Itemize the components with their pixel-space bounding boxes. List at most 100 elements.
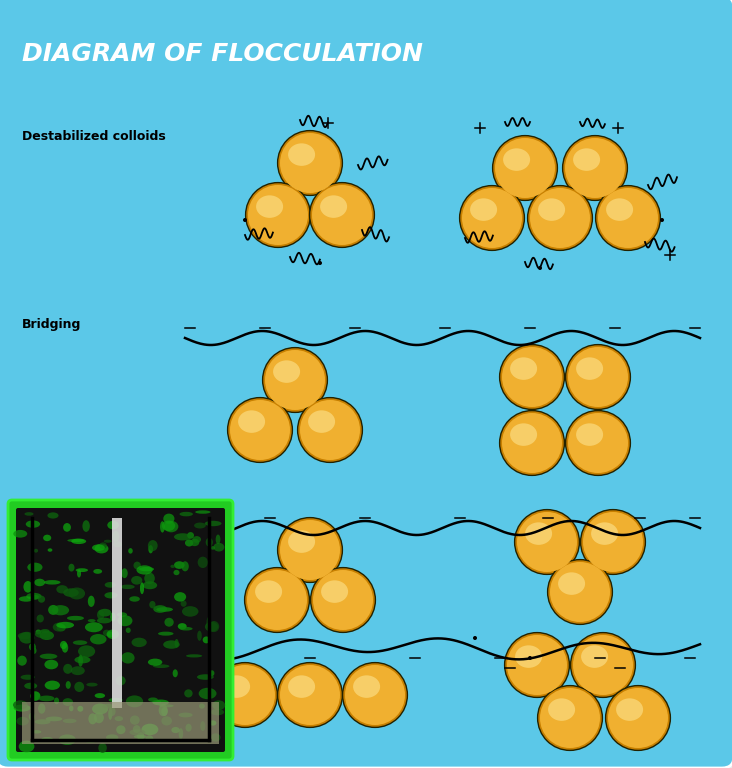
Circle shape bbox=[277, 663, 343, 727]
Ellipse shape bbox=[203, 637, 210, 644]
Ellipse shape bbox=[45, 660, 58, 670]
Ellipse shape bbox=[288, 144, 315, 166]
Ellipse shape bbox=[503, 148, 530, 170]
Ellipse shape bbox=[102, 703, 114, 709]
Ellipse shape bbox=[100, 542, 107, 549]
Circle shape bbox=[243, 218, 247, 222]
Ellipse shape bbox=[93, 569, 102, 574]
Ellipse shape bbox=[78, 706, 83, 712]
Ellipse shape bbox=[136, 565, 153, 574]
Ellipse shape bbox=[576, 357, 603, 380]
Ellipse shape bbox=[45, 717, 62, 721]
Ellipse shape bbox=[63, 523, 71, 531]
Ellipse shape bbox=[206, 538, 213, 547]
Circle shape bbox=[507, 635, 567, 695]
Ellipse shape bbox=[137, 732, 144, 740]
Ellipse shape bbox=[52, 605, 69, 615]
Ellipse shape bbox=[140, 582, 144, 594]
Ellipse shape bbox=[94, 693, 105, 698]
Ellipse shape bbox=[581, 645, 608, 668]
Circle shape bbox=[345, 665, 405, 725]
Text: Bridging: Bridging bbox=[22, 318, 81, 331]
Ellipse shape bbox=[152, 700, 169, 706]
Ellipse shape bbox=[42, 737, 53, 740]
Ellipse shape bbox=[182, 606, 198, 617]
Ellipse shape bbox=[63, 588, 79, 597]
Ellipse shape bbox=[171, 727, 180, 733]
Ellipse shape bbox=[353, 675, 380, 698]
Ellipse shape bbox=[185, 539, 193, 547]
Ellipse shape bbox=[308, 410, 335, 433]
Ellipse shape bbox=[178, 623, 187, 630]
Ellipse shape bbox=[209, 621, 220, 632]
Ellipse shape bbox=[40, 629, 50, 633]
Circle shape bbox=[550, 562, 610, 622]
Ellipse shape bbox=[148, 697, 158, 702]
Ellipse shape bbox=[164, 521, 179, 532]
Circle shape bbox=[263, 348, 327, 412]
Ellipse shape bbox=[43, 535, 51, 541]
Ellipse shape bbox=[71, 538, 86, 544]
Ellipse shape bbox=[74, 682, 84, 692]
Ellipse shape bbox=[256, 195, 283, 218]
Ellipse shape bbox=[152, 700, 161, 703]
Ellipse shape bbox=[18, 632, 31, 639]
Circle shape bbox=[573, 635, 633, 695]
Ellipse shape bbox=[510, 423, 537, 446]
Ellipse shape bbox=[71, 666, 85, 675]
Bar bbox=[112, 518, 122, 708]
Ellipse shape bbox=[238, 410, 265, 433]
Ellipse shape bbox=[117, 612, 127, 617]
Circle shape bbox=[280, 520, 340, 580]
Ellipse shape bbox=[40, 654, 57, 659]
Circle shape bbox=[605, 686, 671, 750]
Ellipse shape bbox=[75, 657, 91, 664]
Ellipse shape bbox=[148, 540, 157, 551]
Ellipse shape bbox=[14, 704, 31, 712]
Ellipse shape bbox=[29, 713, 35, 720]
Ellipse shape bbox=[223, 675, 250, 698]
Ellipse shape bbox=[128, 548, 132, 554]
Ellipse shape bbox=[92, 545, 105, 551]
Ellipse shape bbox=[56, 624, 66, 631]
Ellipse shape bbox=[158, 631, 173, 636]
Circle shape bbox=[248, 185, 308, 245]
Circle shape bbox=[538, 266, 542, 270]
Ellipse shape bbox=[60, 641, 67, 649]
Ellipse shape bbox=[32, 730, 41, 733]
Ellipse shape bbox=[61, 643, 68, 653]
Ellipse shape bbox=[18, 656, 27, 666]
Ellipse shape bbox=[175, 639, 179, 647]
Bar bbox=[22, 702, 219, 744]
Ellipse shape bbox=[205, 622, 218, 631]
Ellipse shape bbox=[201, 721, 205, 731]
Circle shape bbox=[473, 636, 477, 640]
Ellipse shape bbox=[29, 643, 36, 650]
Circle shape bbox=[280, 665, 340, 725]
Ellipse shape bbox=[209, 720, 217, 726]
Ellipse shape bbox=[108, 698, 123, 702]
Circle shape bbox=[318, 261, 322, 265]
Circle shape bbox=[580, 510, 646, 574]
Ellipse shape bbox=[148, 659, 163, 666]
Circle shape bbox=[502, 347, 562, 407]
Ellipse shape bbox=[77, 569, 81, 578]
Ellipse shape bbox=[83, 520, 90, 532]
Ellipse shape bbox=[53, 623, 64, 631]
Ellipse shape bbox=[255, 581, 282, 603]
Ellipse shape bbox=[67, 539, 84, 542]
Ellipse shape bbox=[149, 601, 156, 608]
Circle shape bbox=[598, 188, 658, 248]
Circle shape bbox=[230, 400, 290, 460]
Ellipse shape bbox=[69, 564, 75, 571]
Ellipse shape bbox=[120, 584, 135, 589]
Circle shape bbox=[500, 411, 564, 475]
Text: Floc formation: Floc formation bbox=[22, 508, 124, 521]
Ellipse shape bbox=[19, 632, 34, 644]
Ellipse shape bbox=[19, 596, 34, 601]
Ellipse shape bbox=[83, 739, 97, 743]
Ellipse shape bbox=[510, 357, 537, 380]
Ellipse shape bbox=[105, 592, 118, 598]
Circle shape bbox=[608, 688, 668, 748]
Ellipse shape bbox=[94, 544, 108, 554]
